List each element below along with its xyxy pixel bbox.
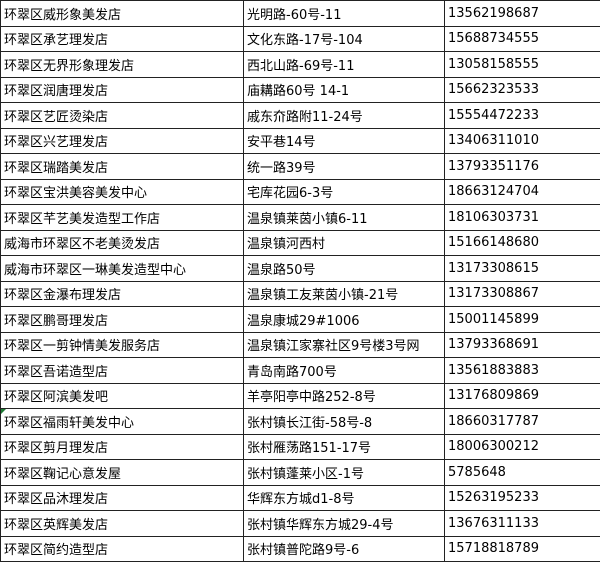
shop-table: 环翠区威形象美发店 光明路-60号-11 13562198687 环翠区承艺理发店 文化… [0,0,600,562]
address-cell[interactable]: 光明路-60号-11 [243,0,445,27]
phone-cell[interactable]: 13058158555 [444,51,600,78]
address-cell[interactable]: 张村镇蓬莱小区-1号 [243,459,445,486]
address-cell[interactable]: 统一路39号 [243,153,445,180]
table-row: 环翠区英辉美发店 张村镇华辉东方城29-4号 13676311133 [0,510,600,537]
shop-name-cell[interactable]: 环翠区鞠记心意发屋 [0,459,244,486]
address-cell[interactable]: 温泉镇莱茵小镇6-11 [243,204,445,231]
table-row: 环翠区无界形象理发店 西北山路-69号-11 13058158555 [0,51,600,78]
address-cell[interactable]: 安平巷14号 [243,127,445,154]
table-row: 环翠区阿滨美发吧 羊亭阳亭中路252-8号 13176809869 [0,382,600,409]
phone-cell[interactable]: 15718818789 [444,535,600,562]
table-row: 环翠区吾诺造型店 青岛南路700号 13561883883 [0,357,600,384]
phone-cell[interactable]: 18106303731 [444,204,600,231]
table-row: 环翠区简约造型店 张村镇普陀路9号-6 15718818789 [0,535,600,562]
phone-cell[interactable]: 13173308867 [444,280,600,307]
table-row: 环翠区剪月理发店 张村雁荡路151-17号 18006300212 [0,433,600,460]
shop-name-cell[interactable]: 环翠区芊艺美发造型工作店 [0,204,244,231]
phone-cell[interactable]: 18663124704 [444,178,600,205]
phone-cell[interactable]: 13676311133 [444,510,600,537]
table-row: 环翠区鞠记心意发屋 张村镇蓬莱小区-1号 5785648 [0,459,600,486]
shop-name-cell[interactable]: 环翠区一剪钟情美发服务店 [0,331,244,358]
address-cell[interactable]: 青岛南路700号 [243,357,445,384]
shop-name-cell[interactable]: 环翠区瑞踏美发店 [0,153,244,180]
shop-name-cell[interactable]: 环翠区福雨轩美发中心 [0,408,244,435]
address-cell[interactable]: 张村镇长江街-58号-8 [243,408,445,435]
shop-name-cell[interactable]: 环翠区鹏哥理发店 [0,306,244,333]
table-row: 环翠区承艺理发店 文化东路-17号-104 15688734555 [0,25,600,52]
table-row: 环翠区威形象美发店 光明路-60号-11 13562198687 [0,0,600,27]
phone-cell[interactable]: 15554472233 [444,102,600,129]
phone-cell[interactable]: 15166148680 [444,229,600,256]
address-cell[interactable]: 羊亭阳亭中路252-8号 [243,382,445,409]
shop-name-cell[interactable]: 威海市环翠区一琳美发造型中心 [0,255,244,282]
shop-name-cell[interactable]: 环翠区宝洪美容美发中心 [0,178,244,205]
phone-cell[interactable]: 15001145899 [444,306,600,333]
table-row: 环翠区品沐理发店 华辉东方城d1-8号 15263195233 [0,484,600,511]
shop-name-cell[interactable]: 环翠区承艺理发店 [0,25,244,52]
address-cell[interactable]: 温泉路50号 [243,255,445,282]
address-cell[interactable]: 庙耩路60号 14-1 [243,76,445,103]
shop-name-cell[interactable]: 环翠区阿滨美发吧 [0,382,244,409]
comment-indicator-icon[interactable] [1,409,6,414]
phone-cell[interactable]: 18006300212 [444,433,600,460]
phone-cell[interactable]: 13173308615 [444,255,600,282]
address-cell[interactable]: 温泉康城29#1006 [243,306,445,333]
shop-name-cell[interactable]: 环翠区无界形象理发店 [0,51,244,78]
shop-name-cell[interactable]: 环翠区艺匠烫染店 [0,102,244,129]
shop-name-cell[interactable]: 环翠区简约造型店 [0,535,244,562]
shop-name-cell[interactable]: 环翠区剪月理发店 [0,433,244,460]
table-row: 威海市环翠区不老美烫发店 温泉镇河西村 15166148680 [0,229,600,256]
shop-name-cell[interactable]: 环翠区英辉美发店 [0,510,244,537]
shop-name-cell[interactable]: 环翠区品沐理发店 [0,484,244,511]
shop-name-cell[interactable]: 环翠区威形象美发店 [0,0,244,27]
phone-cell[interactable]: 13176809869 [444,382,600,409]
phone-cell[interactable]: 13561883883 [444,357,600,384]
table-row: 环翠区一剪钟情美发服务店 温泉镇江家寨社区9号楼3号网 13793368691 [0,331,600,358]
shop-name-cell[interactable]: 环翠区金瀑布理发店 [0,280,244,307]
address-cell[interactable]: 文化东路-17号-104 [243,25,445,52]
phone-cell[interactable]: 5785648 [444,459,600,486]
phone-cell[interactable]: 13406311010 [444,127,600,154]
table-row: 环翠区瑞踏美发店 统一路39号 13793351176 [0,153,600,180]
table-row: 环翠区芊艺美发造型工作店 温泉镇莱茵小镇6-11 18106303731 [0,204,600,231]
phone-cell[interactable]: 15688734555 [444,25,600,52]
shop-name-cell[interactable]: 环翠区润唐理发店 [0,76,244,103]
table-row: 环翠区艺匠烫染店 戚东夼路附11-24号 15554472233 [0,102,600,129]
address-cell[interactable]: 温泉镇工友莱茵小镇-21号 [243,280,445,307]
phone-cell[interactable]: 13562198687 [444,0,600,27]
table-row: 环翠区福雨轩美发中心 张村镇长江街-58号-8 18660317787 [0,408,600,435]
address-cell[interactable]: 张村镇华辉东方城29-4号 [243,510,445,537]
phone-cell[interactable]: 15662323533 [444,76,600,103]
address-cell[interactable]: 西北山路-69号-11 [243,51,445,78]
phone-cell[interactable]: 18660317787 [444,408,600,435]
table-row: 环翠区鹏哥理发店 温泉康城29#1006 15001145899 [0,306,600,333]
address-cell[interactable]: 张村雁荡路151-17号 [243,433,445,460]
address-cell[interactable]: 戚东夼路附11-24号 [243,102,445,129]
address-cell[interactable]: 温泉镇江家寨社区9号楼3号网 [243,331,445,358]
table-row: 环翠区金瀑布理发店 温泉镇工友莱茵小镇-21号 13173308867 [0,280,600,307]
address-cell[interactable]: 华辉东方城d1-8号 [243,484,445,511]
table-row: 环翠区润唐理发店 庙耩路60号 14-1 15662323533 [0,76,600,103]
phone-cell[interactable]: 13793351176 [444,153,600,180]
address-cell[interactable]: 张村镇普陀路9号-6 [243,535,445,562]
address-cell[interactable]: 温泉镇河西村 [243,229,445,256]
table-row: 威海市环翠区一琳美发造型中心 温泉路50号 13173308615 [0,255,600,282]
table-body: 环翠区威形象美发店 光明路-60号-11 13562198687 环翠区承艺理发店 文化… [0,0,600,562]
shop-name-cell[interactable]: 威海市环翠区不老美烫发店 [0,229,244,256]
phone-cell[interactable]: 13793368691 [444,331,600,358]
address-cell[interactable]: 宅库花园6-3号 [243,178,445,205]
phone-cell[interactable]: 15263195233 [444,484,600,511]
shop-name-cell[interactable]: 环翠区兴艺理发店 [0,127,244,154]
table-row: 环翠区兴艺理发店 安平巷14号 13406311010 [0,127,600,154]
shop-name-cell[interactable]: 环翠区吾诺造型店 [0,357,244,384]
table-row: 环翠区宝洪美容美发中心 宅库花园6-3号 18663124704 [0,178,600,205]
